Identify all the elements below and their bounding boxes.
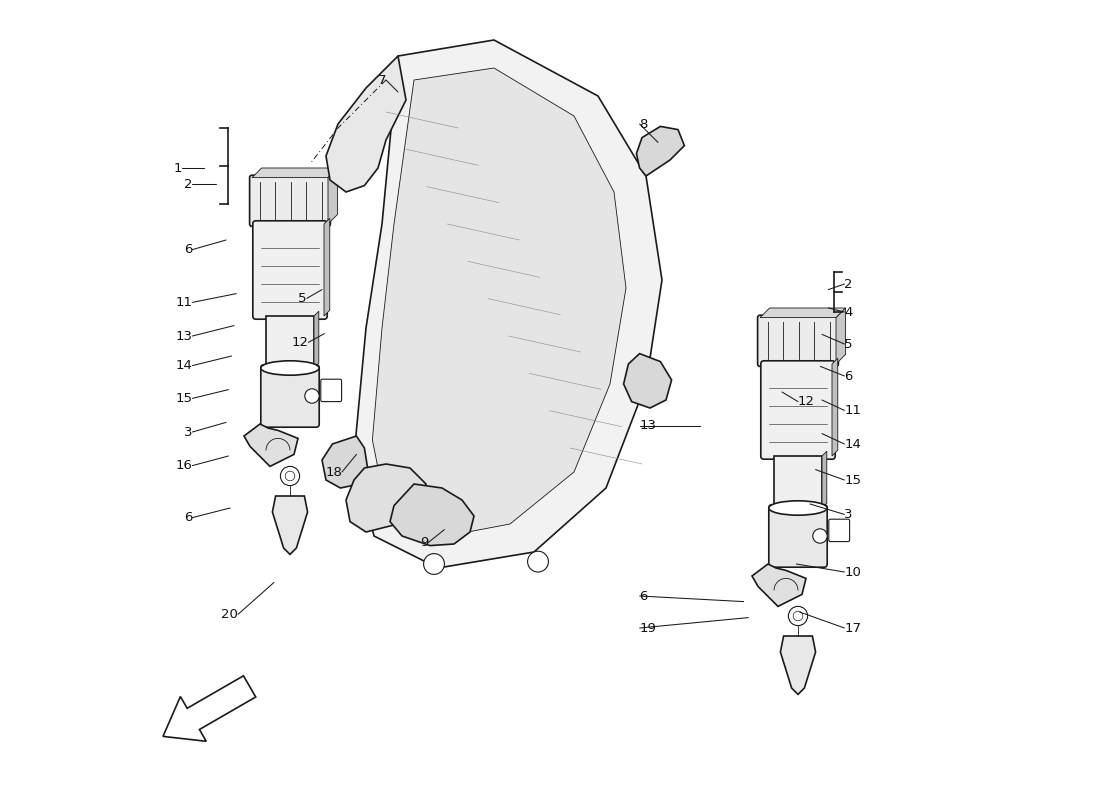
Circle shape — [424, 554, 444, 574]
Text: 17: 17 — [845, 622, 861, 634]
Polygon shape — [822, 451, 827, 508]
Polygon shape — [752, 564, 806, 606]
Circle shape — [789, 606, 807, 626]
Text: 6: 6 — [184, 511, 192, 524]
Text: 3: 3 — [184, 426, 192, 438]
Text: 1: 1 — [174, 162, 182, 174]
Polygon shape — [390, 484, 474, 546]
Polygon shape — [252, 168, 338, 178]
Ellipse shape — [769, 501, 827, 515]
FancyBboxPatch shape — [250, 175, 330, 226]
Polygon shape — [244, 424, 298, 466]
Polygon shape — [780, 636, 815, 694]
Polygon shape — [760, 308, 846, 318]
FancyBboxPatch shape — [758, 315, 838, 366]
Text: 12: 12 — [292, 336, 308, 349]
Text: 18: 18 — [326, 466, 342, 478]
Text: 11: 11 — [175, 296, 192, 309]
Text: 13: 13 — [639, 419, 657, 432]
Text: 7: 7 — [377, 74, 386, 86]
Polygon shape — [163, 676, 255, 742]
FancyBboxPatch shape — [261, 365, 319, 427]
Text: 14: 14 — [176, 359, 192, 372]
Polygon shape — [326, 56, 406, 192]
Text: 11: 11 — [845, 404, 861, 417]
Polygon shape — [322, 436, 367, 488]
FancyBboxPatch shape — [828, 519, 849, 542]
Polygon shape — [314, 311, 319, 368]
FancyBboxPatch shape — [253, 221, 327, 319]
Circle shape — [280, 466, 299, 486]
Text: 13: 13 — [175, 330, 192, 342]
Text: 6: 6 — [639, 590, 648, 602]
Text: 3: 3 — [845, 508, 853, 521]
Circle shape — [813, 529, 827, 543]
Text: 15: 15 — [175, 392, 192, 405]
FancyBboxPatch shape — [761, 361, 835, 459]
Ellipse shape — [261, 361, 319, 375]
Text: 19: 19 — [639, 622, 657, 634]
Text: 5: 5 — [298, 292, 307, 305]
Polygon shape — [328, 168, 338, 224]
FancyBboxPatch shape — [321, 379, 342, 402]
Text: 6: 6 — [845, 370, 853, 382]
Bar — [774, 456, 822, 508]
Text: 15: 15 — [845, 474, 861, 486]
Text: 4: 4 — [845, 306, 853, 318]
Text: 14: 14 — [845, 438, 861, 450]
Text: 10: 10 — [845, 566, 861, 578]
Polygon shape — [346, 464, 426, 532]
Circle shape — [285, 471, 295, 481]
Circle shape — [793, 611, 803, 621]
Text: 20: 20 — [221, 608, 238, 621]
Polygon shape — [373, 68, 626, 538]
Circle shape — [528, 551, 549, 572]
Polygon shape — [324, 218, 330, 316]
Text: 2: 2 — [184, 178, 192, 190]
Polygon shape — [624, 354, 672, 408]
Polygon shape — [354, 40, 662, 568]
Text: 6: 6 — [184, 243, 192, 256]
Text: 16: 16 — [176, 459, 192, 472]
Text: 2: 2 — [845, 278, 853, 290]
Bar — [266, 316, 314, 368]
Text: 5: 5 — [845, 338, 853, 350]
Polygon shape — [637, 126, 684, 176]
Polygon shape — [273, 496, 308, 554]
Text: 9: 9 — [420, 536, 428, 549]
Polygon shape — [832, 358, 838, 456]
FancyBboxPatch shape — [769, 505, 827, 567]
Text: 8: 8 — [639, 118, 648, 130]
Polygon shape — [836, 308, 846, 364]
Circle shape — [305, 389, 319, 403]
Text: 12: 12 — [798, 395, 815, 408]
